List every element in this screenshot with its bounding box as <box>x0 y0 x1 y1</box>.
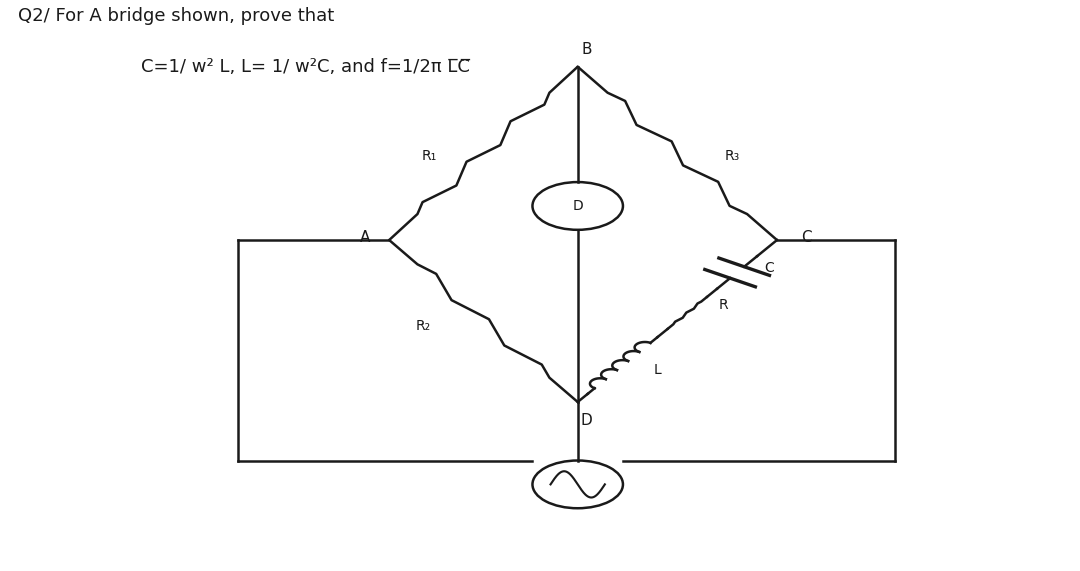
Text: B: B <box>581 42 592 57</box>
Text: R₂: R₂ <box>416 319 431 333</box>
Text: A: A <box>360 230 369 245</box>
Text: D: D <box>572 199 583 213</box>
Text: R: R <box>719 298 728 312</box>
Text: R₃: R₃ <box>725 150 740 163</box>
Text: C=1/ w² L, L= 1/ w²C, and f=1/2π L̅C̅: C=1/ w² L, L= 1/ w²C, and f=1/2π L̅C̅ <box>141 58 470 76</box>
Text: C: C <box>800 230 811 245</box>
Text: D: D <box>580 413 592 428</box>
Text: L: L <box>654 363 662 377</box>
Text: R₁: R₁ <box>421 150 436 163</box>
Text: C: C <box>765 261 774 275</box>
Text: Q2/ For A bridge shown, prove that: Q2/ For A bridge shown, prove that <box>17 7 334 25</box>
